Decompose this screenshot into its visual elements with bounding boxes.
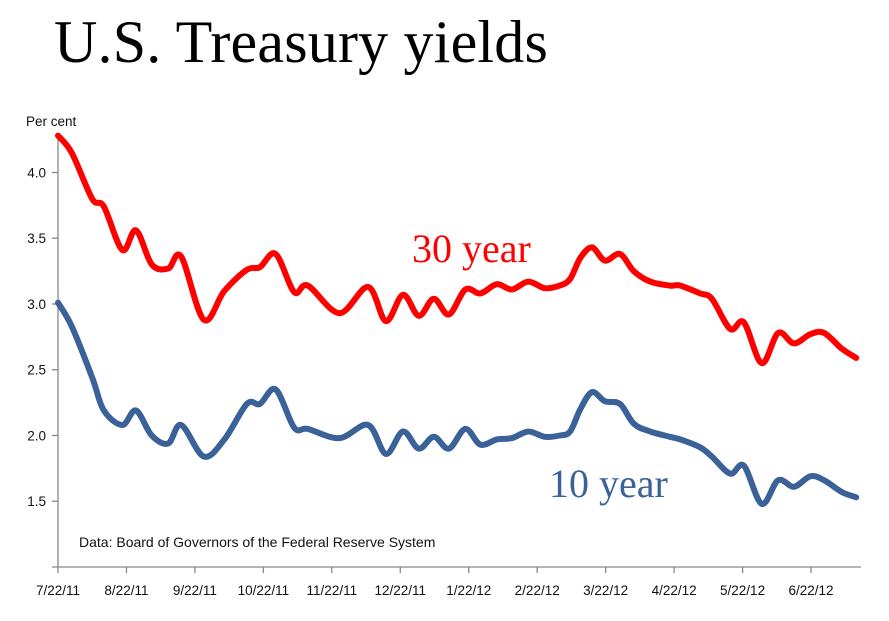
x-tick-label: 6/22/12 — [789, 583, 834, 598]
x-tick-label: 4/22/12 — [652, 583, 697, 598]
y-tick-label: 3.5 — [27, 231, 46, 246]
data-source-note: Data: Board of Governors of the Federal … — [79, 534, 435, 550]
x-tick-label: 2/22/12 — [515, 583, 560, 598]
y-tick-label: 1.5 — [27, 494, 46, 509]
series-label-10-year: 10 year — [549, 461, 668, 506]
series-label-30-year: 30 year — [412, 226, 531, 271]
x-tick-label: 1/22/12 — [446, 583, 491, 598]
x-tick-label: 7/22/11 — [36, 583, 80, 598]
x-tick-label: 10/22/11 — [238, 583, 290, 598]
x-tick-label: 9/22/11 — [173, 583, 217, 598]
x-tick-label: 12/22/11 — [375, 583, 427, 598]
x-tick-label: 5/22/12 — [720, 583, 765, 598]
axes: 1.5 2.0 2.5 3.0 3.5 4.0 7/22/11 8/22/11 9/22/11 1… — [27, 133, 861, 598]
y-tick-label: 4.0 — [27, 165, 46, 180]
series-lines — [55, 132, 860, 507]
series-line-30-year — [55, 132, 860, 367]
x-tick-label: 3/22/12 — [583, 583, 628, 598]
x-tick-label: 11/22/11 — [307, 583, 358, 598]
y-axis-label: Per cent — [26, 114, 77, 129]
y-tick-label: 2.0 — [27, 428, 46, 443]
y-tick-label: 3.0 — [27, 297, 46, 312]
x-tick-label: 8/22/11 — [104, 583, 148, 598]
chart-title: U.S. Treasury yields — [54, 9, 549, 75]
y-tick-label: 2.5 — [27, 363, 46, 378]
series-line-10-year — [55, 299, 860, 507]
